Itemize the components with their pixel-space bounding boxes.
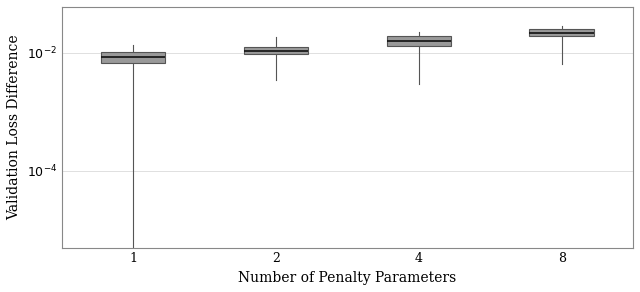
X-axis label: Number of Penalty Parameters: Number of Penalty Parameters [238, 271, 456, 285]
Bar [101, 52, 165, 63]
Bar [244, 47, 308, 54]
Bar [387, 36, 451, 46]
Bar [529, 29, 594, 36]
Y-axis label: Validation Loss Difference: Validation Loss Difference [7, 34, 21, 220]
